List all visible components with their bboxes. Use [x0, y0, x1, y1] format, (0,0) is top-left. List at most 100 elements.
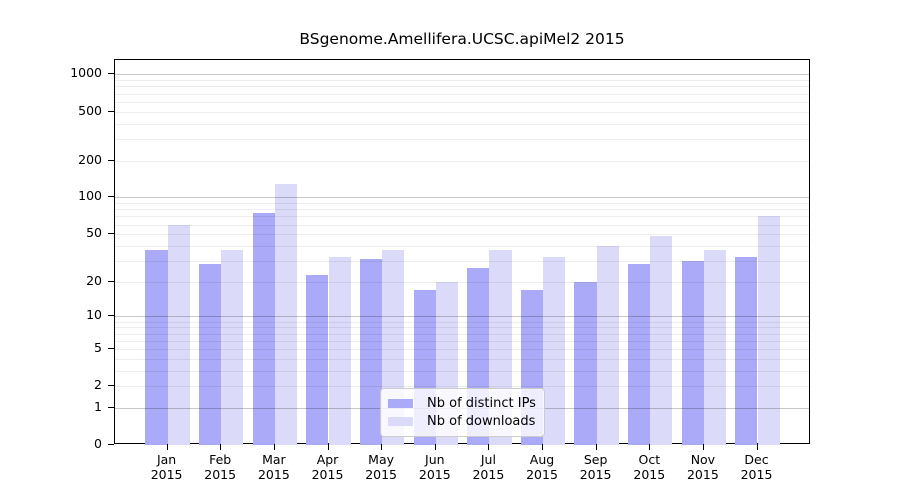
x-tick-year: 2015 [150, 467, 183, 482]
x-tick-month: Aug [529, 452, 555, 467]
legend-item-downloads: Nb of downloads [388, 413, 536, 432]
gridline-major-1000 [115, 74, 809, 76]
x-tick-dec [756, 444, 758, 450]
legend-item-distinct-ips: Nb of distinct IPs [388, 394, 536, 413]
x-tick-label-oct: Oct 2015 [617, 452, 681, 482]
x-tick-label-nov: Nov 2015 [671, 452, 735, 482]
bar-distinct-ips-mar [252, 212, 275, 445]
gridline-minor-500 [115, 111, 809, 113]
gridline-minor-30 [115, 260, 809, 262]
y-tick-1000 [108, 73, 114, 75]
plot-area [114, 59, 810, 445]
gridline-minor-400 [115, 123, 809, 125]
x-tick-month: Feb [209, 452, 232, 467]
x-tick-year: 2015 [365, 467, 397, 482]
x-tick-feb [220, 444, 222, 450]
y-tick-label-1000: 1000 [70, 65, 102, 81]
x-tick-month: Jan [156, 452, 177, 467]
gridline-minor-6 [115, 340, 809, 342]
x-tick-label-may: May 2015 [349, 452, 413, 482]
x-tick-year: 2015 [257, 467, 290, 482]
x-tick-year: 2015 [579, 467, 612, 482]
x-tick-label-jan: Jan 2015 [135, 452, 199, 482]
x-tick-label-apr: Apr 2015 [296, 452, 360, 482]
y-tick-100 [108, 196, 114, 198]
x-tick-year: 2015 [686, 467, 719, 482]
bar-distinct-ips-dec [735, 257, 758, 445]
x-tick-oct [649, 444, 651, 450]
gridline-minor-200 [115, 160, 809, 162]
x-tick-jun [434, 444, 436, 450]
x-tick-year: 2015 [472, 467, 505, 482]
bar-distinct-ips-nov [681, 260, 704, 445]
x-tick-label-jun: Jun 2015 [403, 452, 467, 482]
x-tick-jan [166, 444, 168, 450]
y-tick-50 [108, 233, 114, 235]
x-tick-year: 2015 [311, 467, 344, 482]
legend-label-distinct-ips: Nb of distinct IPs [427, 395, 536, 411]
x-tick-label-sep: Sep 2015 [564, 452, 628, 482]
x-tick-month: Mar [262, 452, 286, 467]
x-tick-mar [273, 444, 275, 450]
gridline-major-10 [115, 316, 809, 318]
legend-label-downloads: Nb of downloads [427, 414, 536, 430]
y-tick-label-10: 10 [86, 307, 102, 323]
y-tick-label-1: 1 [94, 398, 102, 414]
x-tick-label-jul: Jul 2015 [456, 452, 520, 482]
legend: Nb of distinct IPs Nb of downloads [380, 388, 545, 437]
y-tick-label-100: 100 [78, 188, 102, 204]
gridline-minor-50 [115, 234, 809, 236]
x-tick-month: Sep [583, 452, 608, 467]
x-tick-sep [595, 444, 597, 450]
legend-swatch-distinct-ips-icon [388, 398, 413, 408]
x-tick-month: Oct [638, 452, 661, 467]
gridline-minor-70 [115, 216, 809, 218]
x-tick-month: Dec [744, 452, 769, 467]
bar-distinct-ips-sep [574, 281, 597, 445]
gridline-minor-8 [115, 327, 809, 329]
x-tick-label-aug: Aug 2015 [510, 452, 574, 482]
x-tick-month: Apr [316, 452, 339, 467]
chart-title: BSgenome.Amellifera.UCSC.apiMel2 2015 [299, 30, 625, 48]
bar-downloads-dec [757, 216, 780, 445]
y-tick-0 [108, 444, 114, 445]
gridline-minor-900 [115, 80, 809, 82]
x-tick-year: 2015 [204, 467, 237, 482]
x-tick-label-dec: Dec 2015 [725, 452, 789, 482]
gridline-minor-300 [115, 138, 809, 140]
x-tick-label-feb: Feb 2015 [188, 452, 252, 482]
bar-downloads-jan [167, 225, 190, 445]
x-tick-year: 2015 [740, 467, 773, 482]
x-tick-year: 2015 [526, 467, 558, 482]
bar-distinct-ips-jan [145, 249, 168, 445]
bar-downloads-aug [543, 257, 566, 445]
bar-downloads-nov [703, 249, 727, 445]
y-tick-label-0: 0 [94, 436, 102, 451]
gridline-minor-700 [115, 93, 809, 95]
gridline-minor-4 [115, 358, 809, 360]
legend-swatch-downloads-icon [388, 417, 413, 427]
x-tick-month: Jul [480, 452, 496, 467]
y-tick-1 [108, 406, 114, 408]
y-tick-label-5: 5 [94, 339, 102, 355]
bar-downloads-mar [274, 183, 298, 445]
y-tick-label-200: 200 [78, 151, 102, 167]
y-tick-label-50: 50 [86, 225, 102, 241]
bar-downloads-feb [221, 249, 244, 445]
y-tick-20 [108, 280, 114, 282]
gridline-minor-40 [115, 245, 809, 247]
x-tick-month: Jun [425, 452, 445, 467]
bar-downloads-apr [328, 257, 351, 445]
gridline-minor-90 [115, 203, 809, 204]
gridline-major-100 [115, 197, 809, 199]
bar-distinct-ips-may [359, 259, 383, 445]
x-tick-month: May [368, 452, 395, 467]
x-tick-year: 2015 [633, 467, 666, 482]
x-tick-label-mar: Mar 2015 [242, 452, 306, 482]
gridline-minor-60 [115, 224, 809, 226]
bar-distinct-ips-oct [628, 264, 651, 445]
bar-distinct-ips-apr [306, 274, 329, 445]
y-tick-label-500: 500 [78, 102, 102, 118]
y-tick-200 [108, 159, 114, 161]
